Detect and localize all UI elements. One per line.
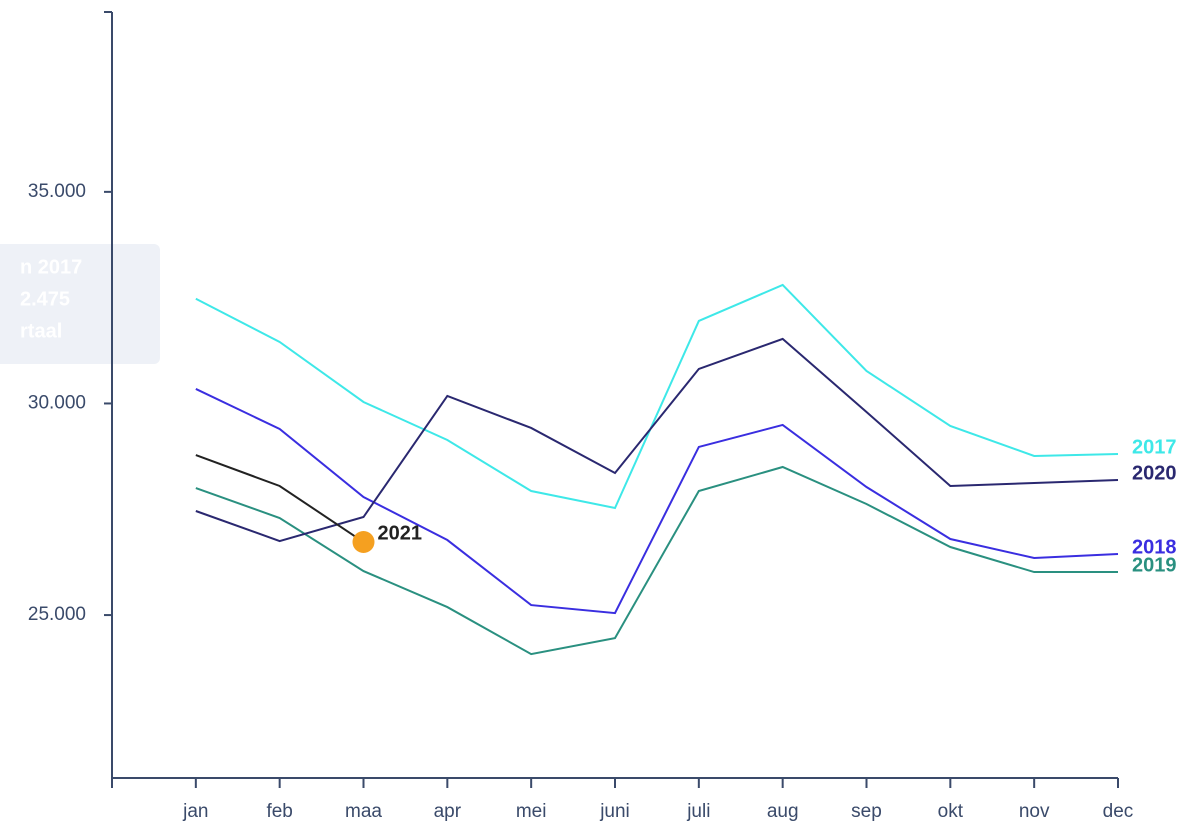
last-point <box>352 531 375 554</box>
x-tick-label: aug <box>767 801 799 822</box>
y-tick-label: 25.000 <box>28 604 86 625</box>
series-line <box>195 388 1119 615</box>
series-line <box>195 454 365 543</box>
series-line <box>195 283 1119 510</box>
x-tick-label: apr <box>434 801 462 822</box>
series-label: 2019 <box>1132 554 1177 576</box>
x-tick-label: sep <box>851 801 882 822</box>
x-tick-label: mei <box>516 801 547 822</box>
x-tick-label: jan <box>182 801 208 822</box>
series-label: 2021 <box>378 522 423 544</box>
x-tick-label: maa <box>345 801 382 822</box>
y-tick-label: 35.000 <box>28 181 86 202</box>
series-label: 2018 <box>1132 536 1177 558</box>
x-tick-label: okt <box>938 801 964 822</box>
tooltip-line: rtaal <box>20 320 62 342</box>
x-tick-label: feb <box>266 801 292 822</box>
series-label: 2020 <box>1132 462 1177 484</box>
x-tick-label: juli <box>686 801 710 822</box>
tooltip: n 2017 2.475 rtaal <box>0 244 160 364</box>
tooltip-box <box>0 244 160 364</box>
tooltip-line: n 2017 <box>20 256 82 278</box>
x-tick-label: dec <box>1103 801 1134 822</box>
series-line <box>195 465 1118 656</box>
series-line <box>195 337 1119 543</box>
y-tick-label: 30.000 <box>28 392 86 413</box>
series-label: 2017 <box>1132 436 1177 458</box>
tooltip-line: 2.475 <box>20 288 70 310</box>
x-tick-label: nov <box>1019 801 1050 822</box>
x-tick-label: juni <box>599 801 630 822</box>
